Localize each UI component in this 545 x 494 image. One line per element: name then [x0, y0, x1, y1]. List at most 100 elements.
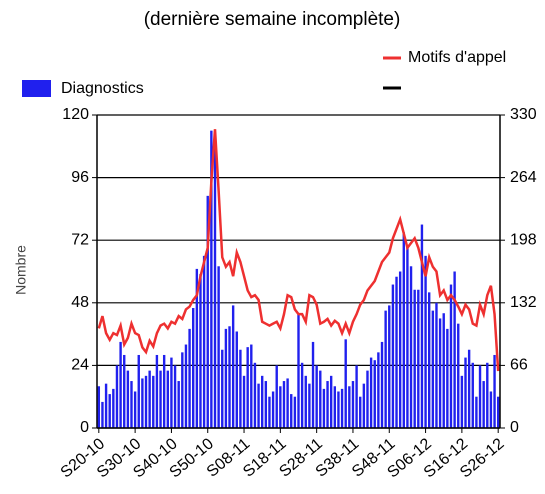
bar: [115, 365, 119, 428]
legend-label: Diagnostics: [61, 80, 144, 97]
bar: [457, 323, 460, 428]
bar: [402, 232, 405, 428]
bar: [304, 375, 307, 428]
bar: [471, 362, 474, 428]
bar: [264, 381, 268, 428]
bar: [486, 362, 489, 428]
bar: [279, 386, 282, 428]
bar: [221, 349, 224, 428]
y-axis-title: Nombre: [13, 245, 29, 295]
bar: [231, 305, 235, 428]
bar: [199, 274, 202, 428]
bar: [308, 383, 311, 428]
bar: [293, 396, 297, 428]
bar: [239, 349, 242, 428]
bar: [181, 352, 184, 428]
bar: [333, 386, 337, 428]
bar: [112, 388, 115, 428]
bar: [395, 276, 398, 428]
legend-swatch: [22, 80, 51, 97]
bar: [406, 245, 409, 428]
bar: [126, 370, 130, 428]
bar: [493, 354, 496, 428]
bar: [319, 370, 322, 428]
bar: [188, 328, 191, 428]
y2-tick-label: 0: [510, 419, 519, 436]
bar: [152, 375, 155, 428]
bar: [224, 328, 228, 428]
bar: [340, 388, 344, 428]
y-tick-label: 48: [71, 294, 89, 311]
bar: [123, 354, 126, 428]
bar: [246, 347, 249, 428]
bar: [348, 386, 351, 428]
bar: [286, 378, 289, 428]
bar: [446, 328, 449, 428]
bar: [271, 391, 275, 428]
bar: [104, 383, 108, 428]
bar: [141, 378, 144, 428]
y-tick-label: 0: [80, 419, 89, 436]
bar: [373, 360, 376, 428]
bar: [482, 381, 485, 428]
bar: [424, 255, 427, 428]
bar: [177, 381, 180, 428]
bar: [217, 266, 220, 428]
bar: [329, 375, 333, 428]
bar: [420, 224, 424, 428]
y2-tick-label: 66: [510, 357, 528, 374]
y-tick-label: 120: [62, 106, 89, 123]
bar: [166, 370, 169, 428]
y-tick-label: 24: [71, 357, 89, 374]
bar: [202, 255, 206, 428]
bar: [97, 386, 101, 428]
bar: [159, 370, 162, 428]
bar: [195, 268, 199, 428]
bar: [449, 284, 453, 428]
bar: [290, 394, 293, 428]
line: [97, 129, 500, 372]
bar: [268, 396, 271, 428]
bar: [391, 284, 395, 428]
bar: [388, 305, 391, 428]
bar: [431, 310, 435, 428]
bar: [192, 308, 195, 428]
y2-tick-label: 132: [510, 294, 537, 311]
bar: [417, 289, 420, 428]
bar: [489, 391, 493, 428]
bar: [257, 383, 260, 428]
bar: [170, 357, 173, 428]
bar: [369, 357, 373, 428]
bar: [475, 396, 478, 428]
bar: [155, 354, 159, 428]
bar: [253, 362, 257, 428]
chart-title: (dernière semaine incomplète): [144, 9, 401, 30]
y2-tick-label: 198: [510, 231, 537, 248]
bar: [380, 341, 384, 428]
y-tick-label: 72: [71, 231, 89, 248]
bar: [300, 362, 304, 428]
bar: [228, 326, 231, 428]
bar: [351, 381, 355, 428]
bar: [148, 370, 151, 428]
bar: [275, 365, 278, 428]
bar: [366, 370, 369, 428]
bar: [322, 388, 326, 428]
bar: [130, 381, 133, 428]
bar: [242, 375, 246, 428]
y2-tick-label: 264: [510, 169, 537, 186]
bar: [184, 344, 188, 428]
bar: [464, 357, 467, 428]
bar: [442, 313, 445, 428]
bar: [315, 365, 318, 428]
bar: [210, 130, 213, 428]
bar: [326, 381, 329, 428]
bar: [409, 266, 413, 428]
bar: [478, 365, 482, 428]
bar: [133, 391, 137, 428]
bar: [311, 341, 315, 428]
bar: [428, 292, 431, 428]
bar: [206, 195, 209, 428]
bar: [344, 339, 347, 428]
bar: [108, 394, 111, 428]
